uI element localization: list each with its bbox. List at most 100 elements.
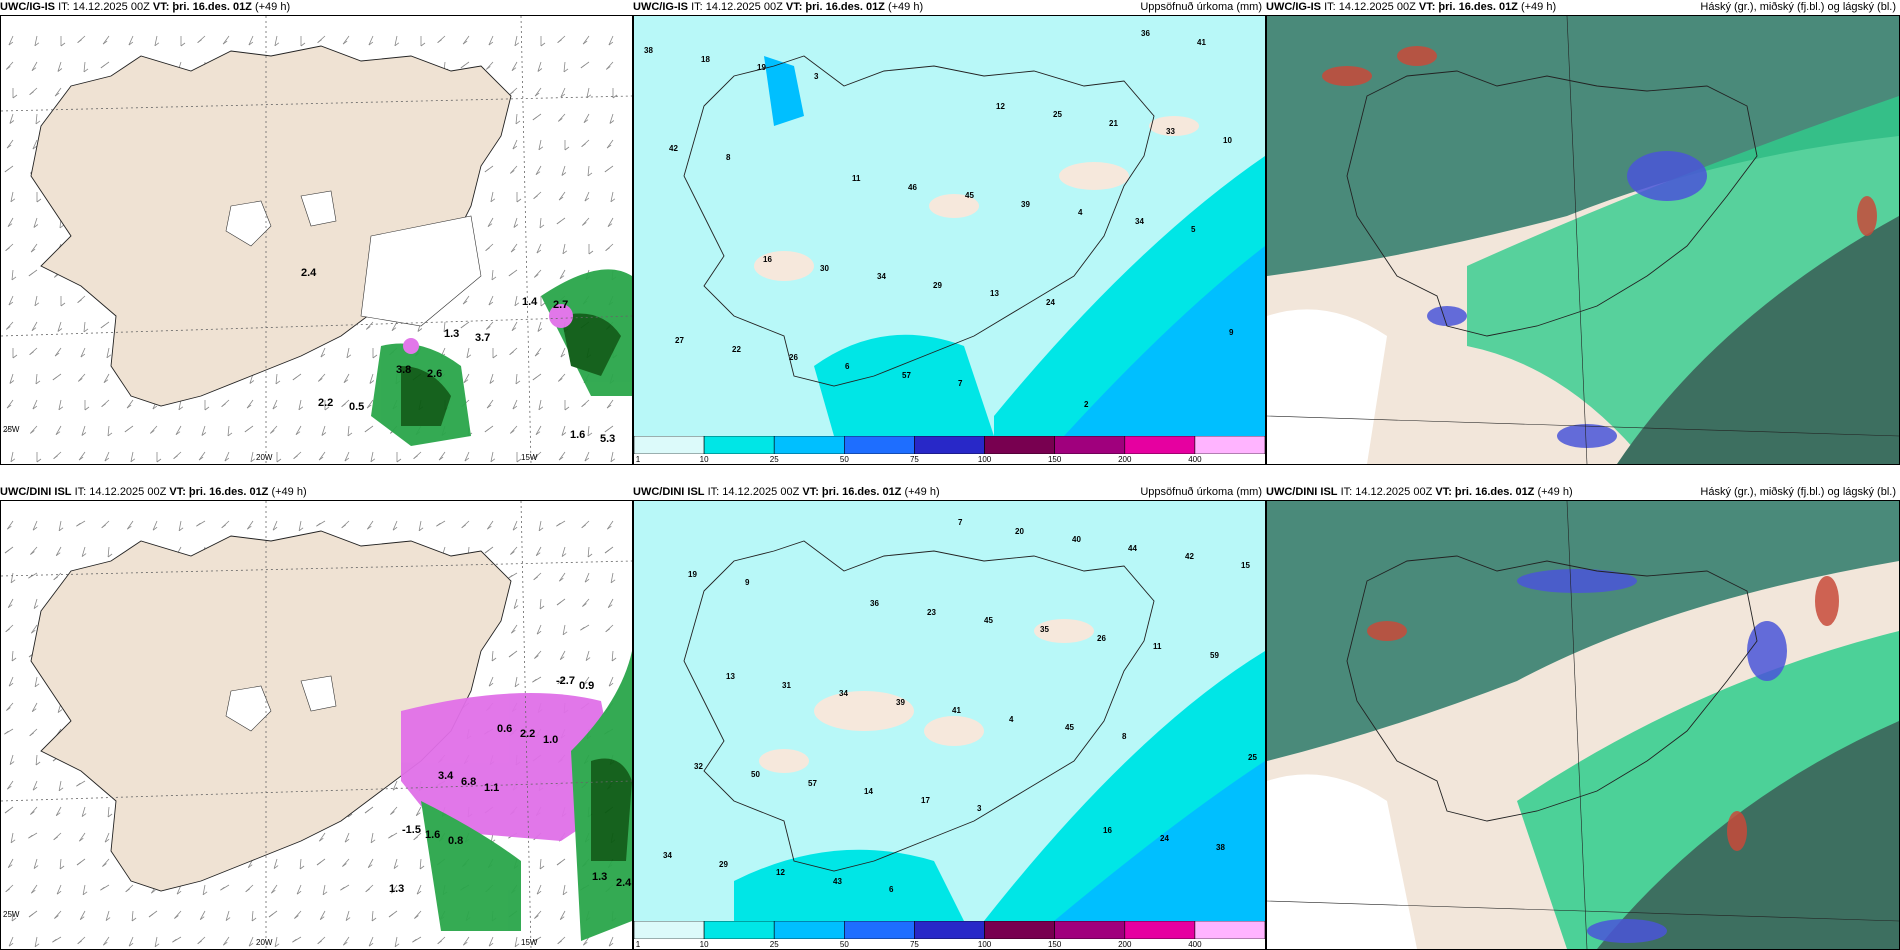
wind-barb-flag — [78, 456, 84, 461]
value-label: 6 — [889, 885, 894, 894]
wind-barb — [582, 676, 590, 686]
wind-barb-flag — [58, 787, 64, 792]
graticule — [1, 501, 632, 949]
map-frame[interactable]: 8 7 5 3 24 42 57 34 19 13 10 6 4 18 29 33 26 39 38 34 21 22 45… — [633, 15, 1266, 465]
wind-barb-flag — [515, 380, 521, 385]
wind-barb-flag — [222, 40, 228, 45]
wind-barb-flag — [463, 379, 469, 384]
wind-barb-flag — [460, 64, 466, 69]
map-wind-cloud: 2.4 2.6 2.7 0.5 3.7 5.3 3.8 1.4 2.2 1.3 1.6 — [1, 16, 632, 464]
wind-barb-flag — [174, 915, 179, 919]
wind-barb — [562, 884, 566, 895]
wind-barb-flag — [124, 428, 130, 433]
wind-barb-flag — [11, 657, 17, 662]
wind-barb-flag — [272, 405, 278, 410]
wind-barb-flag — [342, 863, 347, 867]
wind-barb-flag — [534, 92, 540, 97]
wind-barb-flag — [28, 272, 34, 277]
wind-barb-flag — [317, 39, 322, 44]
wind-barb-flag — [130, 458, 136, 463]
wind-barb-flag — [557, 940, 562, 945]
wind-barb-flag — [5, 628, 10, 633]
wind-barb — [33, 598, 38, 609]
wind-barb — [272, 520, 278, 531]
wind-barb-flag — [538, 146, 544, 151]
wind-barb — [343, 373, 350, 383]
map-frame[interactable]: 0.8 1.0 1.3 1.1 0.9 1.6 2.2 2.4 6.8 -2.7 -1.5 0.6 1.… — [0, 500, 633, 950]
legend-tick-label: 1 — [635, 940, 641, 949]
wind-barb-flag — [561, 172, 567, 176]
legend-swatch — [914, 921, 985, 939]
wind-barb-flag — [54, 352, 60, 357]
wind-barb-flag — [488, 682, 494, 687]
legend-tick-label: 100 — [977, 455, 992, 464]
wind-barb-flag — [100, 324, 106, 329]
wind-barb — [299, 858, 302, 870]
wind-barb-flag — [9, 120, 15, 124]
wind-barb — [514, 676, 518, 687]
wind-barb-flag — [127, 525, 132, 530]
wind-barb-flag — [34, 42, 40, 47]
wind-barb — [126, 399, 134, 409]
wind-barb — [418, 520, 422, 531]
wind-barb-flag — [32, 145, 38, 150]
wind-barb-flag — [508, 574, 513, 579]
wind-barb-flag — [443, 328, 449, 333]
value-label: 43 — [833, 877, 842, 886]
value-label: 13 — [726, 672, 735, 681]
wind-barb-flag — [608, 942, 614, 947]
value-label: 9 — [1229, 328, 1234, 337]
wind-barb-flag — [392, 786, 398, 791]
wind-barb — [295, 425, 302, 435]
wind-barb — [79, 910, 86, 920]
wind-barb-flag — [534, 274, 539, 278]
wind-barb-flag — [612, 94, 618, 99]
map-frame[interactable]: 2.4 2.6 2.7 0.5 3.7 5.3 3.8 1.4 2.2 1.3 1.6 20W 15… — [0, 15, 633, 465]
map-frame[interactable]: 6 8 9 3 59 43 45 19 17 11 12 4 15 14 26 29 41 42 57 35 34 39 4… — [633, 500, 1266, 950]
value-label: 21 — [1109, 119, 1118, 128]
wind-barb-flag — [173, 455, 178, 460]
wind-barb-flag — [342, 40, 348, 45]
wind-barb-flag — [462, 300, 468, 305]
wind-barb — [55, 806, 62, 816]
wind-barb-flag — [77, 39, 82, 44]
wind-barb — [416, 884, 422, 895]
wind-barb-flag — [513, 605, 519, 609]
wind-barb — [222, 35, 230, 45]
value-label: 0.5 — [349, 401, 364, 413]
wind-barb-flag — [28, 834, 33, 839]
panel-ig-wind: UWC/IG-IS IT: 14.12.2025 00Z VT: þri. 16… — [0, 0, 633, 465]
wind-barb — [103, 373, 110, 383]
wind-barb-flag — [413, 836, 418, 841]
value-label: 41 — [1197, 38, 1206, 47]
wind-barb — [514, 936, 518, 947]
wind-barb-flag — [610, 198, 616, 203]
map-frame[interactable] — [1266, 500, 1900, 950]
wind-barb — [510, 624, 518, 634]
legend-swatch — [703, 436, 775, 454]
wind-barb-flag — [176, 890, 182, 895]
value-label: 16 — [1103, 826, 1112, 835]
wind-barb — [344, 832, 350, 843]
wind-barb-flag — [370, 458, 376, 463]
wind-barb-flag — [485, 247, 490, 252]
map-clouds — [1267, 16, 1899, 464]
value-labels: 2.4 2.6 2.7 0.5 3.7 5.3 3.8 1.4 2.2 1.3 1.6 — [301, 267, 615, 445]
value-label: 6 — [845, 362, 850, 371]
value-label: 3 — [977, 804, 982, 813]
wind-barb — [107, 806, 110, 818]
wind-barb — [559, 910, 566, 920]
legend-swatch — [1194, 921, 1265, 939]
mid-cloud — [1427, 151, 1707, 448]
wind-barb — [512, 399, 518, 410]
value-label: 35 — [1040, 625, 1049, 634]
wind-barb — [8, 676, 14, 687]
wind-barb — [104, 451, 110, 462]
legend-swatch — [984, 436, 1056, 454]
wind-barb-flag — [126, 404, 132, 409]
wind-barb — [487, 217, 494, 227]
wind-barb-flag — [559, 577, 564, 582]
map-frame[interactable] — [1266, 15, 1900, 465]
value-label: 13 — [990, 289, 999, 298]
wind-barb-flag — [345, 917, 351, 921]
